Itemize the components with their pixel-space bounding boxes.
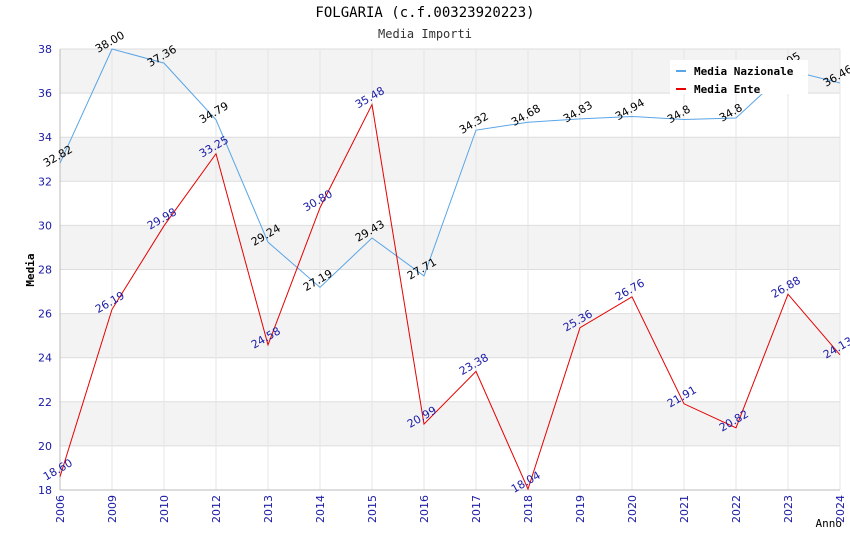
- x-tick-label: 2024: [834, 495, 847, 523]
- chart-title: FOLGARIA (c.f.00323920223): [315, 5, 535, 21]
- y-tick-label: 18: [38, 484, 52, 497]
- legend-item-media-nazionale: Media Nazionale: [676, 63, 793, 79]
- chart-subtitle: Media Importi: [378, 27, 472, 41]
- legend-item-media-ente: Media Ente: [676, 81, 760, 97]
- y-tick-label: 36: [38, 87, 52, 100]
- legend-label-media-ente: Media Ente: [694, 82, 761, 96]
- y-tick-label: 28: [38, 264, 52, 277]
- legend-swatch-media-ente: [676, 88, 686, 90]
- legend: Media Nazionale Media Ente: [670, 60, 808, 97]
- grid-band: [60, 401, 840, 446]
- x-tick-label: 2018: [522, 495, 535, 523]
- series-line-media-ente: [59, 102, 841, 491]
- y-tick-label: 22: [38, 396, 52, 409]
- grid-band: [60, 445, 840, 490]
- y-tick-label: 20: [38, 440, 52, 453]
- y-tick-label: 30: [38, 219, 52, 232]
- grid-band: [60, 357, 840, 402]
- y-axis-title: Media: [24, 253, 37, 286]
- y-tick-label: 24: [38, 352, 52, 365]
- grid-band: [60, 93, 840, 138]
- legend-label-media-nazionale: Media Nazionale: [694, 64, 794, 78]
- x-tick-label: 2010: [158, 495, 171, 523]
- y-tick-label: 38: [38, 43, 52, 56]
- x-tick-label: 2017: [470, 495, 483, 523]
- x-tick-label: 2015: [366, 495, 379, 523]
- y-tick-label: 32: [38, 175, 52, 188]
- x-tick-label: 2016: [418, 495, 431, 523]
- x-tick-label: 2022: [730, 495, 743, 523]
- x-tick-label: 2020: [626, 495, 639, 523]
- x-tick-label: 2006: [54, 495, 67, 523]
- legend-swatch-media-nazionale: [676, 70, 686, 72]
- grid-band: [60, 269, 840, 314]
- x-axis-title: Anno: [816, 517, 843, 530]
- x-tick-label: 2023: [782, 495, 795, 523]
- grid-band: [60, 313, 840, 358]
- x-tick-label: 2014: [314, 495, 327, 523]
- y-tick-label: 34: [38, 131, 52, 144]
- x-tick-label: 2013: [262, 495, 275, 523]
- grid-band: [60, 225, 840, 270]
- series-line-media-nazionale: [59, 48, 841, 289]
- y-tick-label: 26: [38, 308, 52, 321]
- x-tick-label: 2012: [210, 495, 223, 523]
- x-tick-label: 2009: [106, 495, 119, 523]
- x-tick-label: 2021: [678, 495, 691, 523]
- grid-band: [60, 137, 840, 182]
- x-tick-label: 2019: [574, 495, 587, 523]
